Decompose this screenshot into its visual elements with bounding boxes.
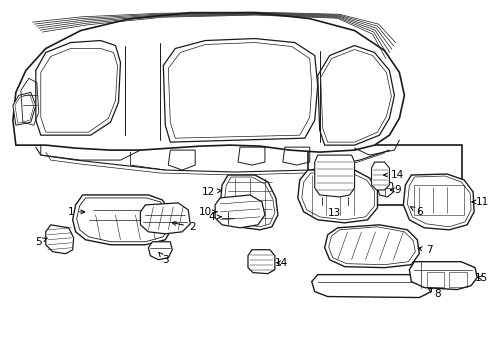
Polygon shape: [141, 203, 190, 234]
Polygon shape: [148, 242, 172, 260]
Polygon shape: [13, 13, 404, 152]
Text: 9: 9: [391, 185, 401, 195]
Text: 6: 6: [411, 207, 423, 217]
Polygon shape: [73, 195, 172, 245]
Polygon shape: [318, 45, 394, 145]
Bar: [308, 145, 462, 205]
Text: 2: 2: [172, 221, 196, 232]
Polygon shape: [220, 175, 278, 230]
Polygon shape: [298, 170, 377, 223]
Text: 4: 4: [209, 212, 221, 222]
Text: 15: 15: [474, 273, 488, 283]
Polygon shape: [315, 155, 355, 197]
Polygon shape: [377, 180, 393, 197]
Text: 13: 13: [328, 208, 341, 218]
Text: 14: 14: [275, 258, 289, 268]
Text: 3: 3: [159, 252, 169, 265]
Polygon shape: [312, 275, 431, 298]
Polygon shape: [163, 39, 318, 142]
Polygon shape: [248, 250, 275, 274]
Polygon shape: [13, 92, 36, 125]
Polygon shape: [215, 195, 265, 228]
Text: 14: 14: [384, 170, 404, 180]
Polygon shape: [403, 174, 474, 230]
Polygon shape: [371, 162, 390, 190]
Text: 11: 11: [472, 197, 489, 207]
Polygon shape: [409, 262, 477, 289]
Text: 7: 7: [418, 245, 433, 255]
Polygon shape: [36, 41, 121, 135]
Polygon shape: [325, 225, 419, 268]
Text: 5: 5: [35, 237, 48, 247]
Text: 10: 10: [198, 207, 217, 217]
Text: 12: 12: [201, 187, 221, 197]
Polygon shape: [46, 225, 74, 254]
Text: 8: 8: [428, 288, 441, 298]
Text: 1: 1: [67, 207, 85, 217]
